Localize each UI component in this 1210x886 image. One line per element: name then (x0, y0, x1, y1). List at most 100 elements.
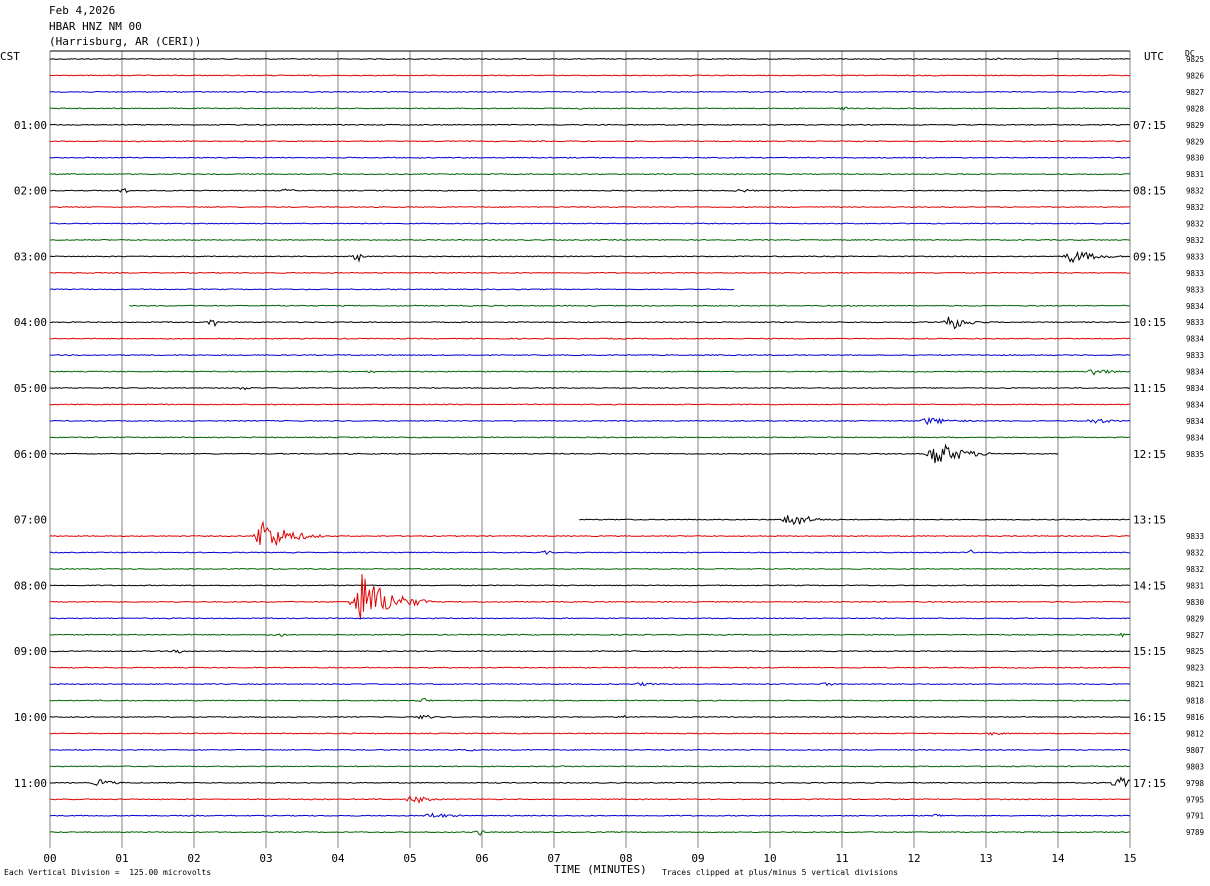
trace-row-47 (49, 830, 1131, 836)
dc-offset-label: 9795 (1186, 795, 1204, 804)
x-tick-label: 09 (691, 852, 704, 865)
x-tick-label: 15 (1123, 852, 1136, 865)
x-tick-label: 14 (1051, 852, 1065, 865)
dc-offset-label: 9834 (1186, 400, 1205, 409)
right-time-label: 15:15 (1133, 645, 1166, 658)
right-time-label: 07:15 (1133, 119, 1166, 132)
clip-note: Traces clipped at plus/minus 5 vertical … (662, 868, 899, 877)
trace-row-42 (49, 748, 1131, 752)
trace-row-29 (49, 520, 1131, 546)
trace-row-43 (50, 765, 1131, 768)
trace-row-18 (50, 354, 1131, 357)
trace-row-30 (49, 549, 1131, 556)
trace-row-39 (49, 697, 1131, 703)
dc-offset-label: 9834 (1186, 384, 1205, 393)
dc-offset-label: 9834 (1186, 417, 1205, 426)
trace-row-33 (49, 574, 1131, 620)
x-tick-label: 07 (547, 852, 560, 865)
x-axis-label: TIME (MINUTES) (554, 863, 647, 876)
trace-row-5 (49, 140, 1131, 143)
dc-offset-label: 9834 (1186, 368, 1205, 377)
trace-row-21 (49, 403, 1131, 406)
dc-offset-label: 9821 (1186, 680, 1204, 689)
right-axis-unit: UTC (1144, 50, 1164, 63)
x-tick-label: 13 (979, 852, 992, 865)
x-tick-label: 04 (331, 852, 345, 865)
dc-offset-label: 9833 (1186, 269, 1204, 278)
trace-row-11 (49, 238, 1131, 241)
dc-offset-label: 9829 (1186, 137, 1204, 146)
trace-row-10 (49, 222, 1131, 225)
dc-offset-label: 9818 (1186, 697, 1205, 706)
left-time-label: 03:00 (14, 250, 47, 263)
trace-row-3 (49, 106, 1131, 111)
trace-row-17 (49, 337, 1131, 340)
left-time-label: 10:00 (14, 711, 47, 724)
left-time-label: 04:00 (14, 316, 47, 329)
trace-row-44 (49, 776, 1131, 788)
dc-offset-label: 9825 (1186, 647, 1204, 656)
trace-row-28 (579, 515, 1130, 526)
x-tick-label: 00 (43, 852, 56, 865)
dc-offset-label: 9798 (1186, 779, 1205, 788)
right-time-label: 09:15 (1133, 250, 1166, 263)
x-tick-label: 08 (619, 852, 632, 865)
x-tick-label: 03 (259, 852, 272, 865)
dc-offset-label: 9833 (1186, 351, 1204, 360)
x-tick-label: 06 (475, 852, 488, 865)
trace-row-6 (49, 156, 1131, 159)
trace-row-31 (49, 567, 1131, 570)
dc-offset-label: 9833 (1186, 252, 1204, 261)
trace-row-0 (49, 57, 1131, 61)
trace-row-16 (49, 316, 1131, 330)
trace-row-41 (49, 731, 1130, 736)
trace-row-1 (50, 74, 1131, 77)
header-station: HBAR HNZ NM 00 (49, 20, 142, 33)
trace-row-13 (49, 271, 1131, 274)
left-time-label: 02:00 (14, 185, 47, 198)
left-time-label: 05:00 (14, 382, 47, 395)
dc-offset-label: 9834 (1186, 302, 1205, 311)
x-tick-label: 05 (403, 852, 416, 865)
dc-offset-label: 9830 (1186, 598, 1205, 607)
header-location: (Harrisburg, AR (CERI)) (49, 35, 202, 48)
left-time-label: 07:00 (14, 514, 47, 527)
right-time-label: 11:15 (1133, 382, 1166, 395)
trace-row-34 (49, 617, 1131, 620)
dc-offset-label: 9834 (1186, 433, 1205, 442)
dc-offset-label: 9831 (1186, 581, 1204, 590)
trace-row-12 (49, 250, 1131, 264)
dc-offset-label: 9832 (1186, 549, 1204, 558)
x-tick-label: 10 (763, 852, 776, 865)
trace-row-40 (49, 714, 1131, 720)
trace-row-24 (49, 443, 1059, 464)
dc-offset-label: 9827 (1186, 631, 1204, 640)
dc-offset-label: 9832 (1186, 187, 1204, 196)
dc-offset-label: 9832 (1186, 236, 1204, 245)
dc-offset-label: 9807 (1186, 746, 1204, 755)
dc-offset-label: 9829 (1186, 121, 1204, 130)
dc-offset-label: 9823 (1186, 664, 1204, 673)
trace-row-36 (49, 649, 1131, 654)
dc-offset-label: 9833 (1186, 532, 1204, 541)
scale-note: Each Vertical Division = 125.00 microvol… (4, 868, 212, 877)
dc-offset-label: 9816 (1186, 713, 1205, 722)
dc-offset-label: 9832 (1186, 203, 1204, 212)
trace-row-23 (49, 436, 1130, 439)
axis-labels: 00 01 02 03 04 05 06 07 08 09 10 11 12 13 14 15 9825 9826… (14, 55, 1205, 865)
trace-row-15 (129, 304, 1130, 307)
dc-offset-label: 9827 (1186, 88, 1204, 97)
dc-offset-label: 9830 (1186, 154, 1205, 163)
dc-offset-label: 9833 (1186, 285, 1204, 294)
x-tick-label: 01 (115, 852, 128, 865)
dc-offset-label: 9829 (1186, 614, 1204, 623)
left-axis-unit: CST (0, 50, 20, 63)
trace-row-45 (50, 795, 1130, 804)
trace-row-4 (49, 123, 1130, 126)
dc-label: DC (1185, 49, 1195, 58)
trace-row-35 (49, 632, 1130, 638)
header-date: Feb 4,2026 (49, 4, 116, 17)
left-time-label: 01:00 (14, 119, 47, 132)
x-tick-label: 12 (907, 852, 920, 865)
